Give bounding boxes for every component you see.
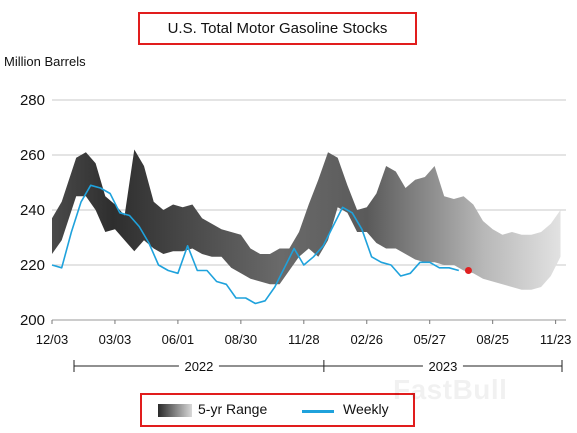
y-tick-label: 260 [20, 147, 45, 164]
legend-weekly-label: Weekly [343, 401, 389, 417]
y-tick-label: 240 [20, 202, 45, 219]
chart-title: U.S. Total Motor Gasoline Stocks [167, 20, 388, 37]
x-tick-label: 03/03 [99, 332, 132, 347]
x-tick-label: 05/27 [413, 332, 446, 347]
year-label: 2022 [184, 359, 213, 374]
year-label: 2023 [428, 359, 457, 374]
x-tick-label: 12/03 [36, 332, 69, 347]
weekly-line [51, 184, 460, 305]
legend-range-label: 5-yr Range [198, 401, 268, 417]
legend-weekly-swatch [302, 410, 334, 413]
x-tick-label: 11/28 [288, 332, 320, 347]
latest-point-marker [464, 267, 472, 274]
y-tick-label: 280 [20, 92, 45, 109]
legend: 5-yr Range Weekly [140, 393, 415, 427]
y-tick-label: 220 [20, 257, 45, 274]
x-tick-label: 11/23 [540, 332, 572, 347]
x-tick-label: 08/25 [476, 332, 509, 347]
year-label-bg [422, 358, 463, 374]
x-tick-label: 02/26 [350, 332, 383, 347]
y-tick-label: 200 [20, 312, 45, 329]
five-year-range-band [52, 149, 561, 290]
year-label-bg [178, 358, 219, 374]
x-tick-label: 08/30 [225, 332, 258, 347]
legend-range-swatch [158, 404, 192, 417]
watermark-logo: FastBull [393, 374, 508, 405]
y-axis-label: Million Barrels [4, 54, 86, 69]
x-tick-label: 06/01 [162, 332, 195, 347]
chart-title-box: U.S. Total Motor Gasoline Stocks [138, 12, 417, 45]
